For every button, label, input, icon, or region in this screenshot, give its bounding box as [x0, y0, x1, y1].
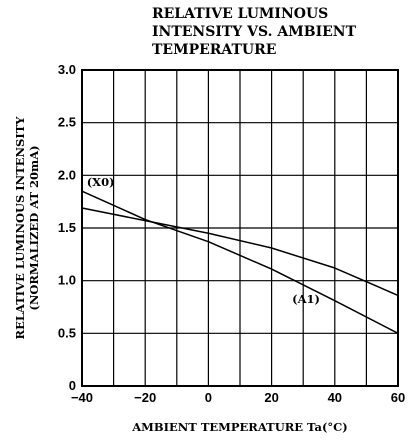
y-axis-label: RELATIVE LUMINOUS INTENSITY (NORMALIZED …: [13, 116, 41, 340]
chart-title-line-1: RELATIVE LUMINOUS: [152, 6, 328, 22]
y-tick-label: 1.5: [58, 220, 76, 235]
series-line-a1: [81, 190, 399, 334]
y-tick-label: 2.5: [58, 115, 76, 130]
chart-title-line-2: INTENSITY VS. AMBIENT: [152, 24, 357, 40]
plot-frame: [81, 69, 399, 387]
grid: [82, 70, 398, 386]
chart-title-line-3: TEMPERATURE: [152, 42, 276, 58]
x-tick-label: 0: [205, 390, 212, 405]
tick-labels: −40 −20 0 20 40 60 0 0.5 1.0 1.5 2.0 2.5 3.0: [58, 62, 405, 405]
series-labels: (X0) (A1): [87, 175, 320, 306]
y-tick-label: 1.0: [58, 273, 76, 288]
x-tick-label: 60: [391, 390, 405, 405]
series-label-a1: (A1): [292, 292, 320, 306]
y-tick-label: 0.5: [58, 325, 76, 340]
x-tick-label: 40: [328, 390, 342, 405]
x-tick-label: −40: [71, 390, 93, 405]
chart-title: RELATIVE LUMINOUS INTENSITY VS. AMBIENT …: [152, 6, 357, 58]
y-tick-label: 3.0: [58, 62, 76, 77]
x-tick-label: −20: [134, 390, 156, 405]
x-axis-label: AMBIENT TEMPERATURE Ta(°C): [131, 420, 348, 434]
y-tick-label: 2.0: [58, 167, 76, 182]
series-layer: [81, 190, 399, 334]
y-axis-label-line-1: RELATIVE LUMINOUS INTENSITY: [13, 116, 27, 340]
y-tick-label: 0: [69, 378, 76, 393]
y-axis-label-line-2: (NORMALIZED AT 20mA): [27, 145, 41, 310]
series-label-x0: (X0): [87, 175, 115, 189]
series-line-x0: [81, 207, 399, 297]
x-tick-label: 20: [264, 390, 278, 405]
